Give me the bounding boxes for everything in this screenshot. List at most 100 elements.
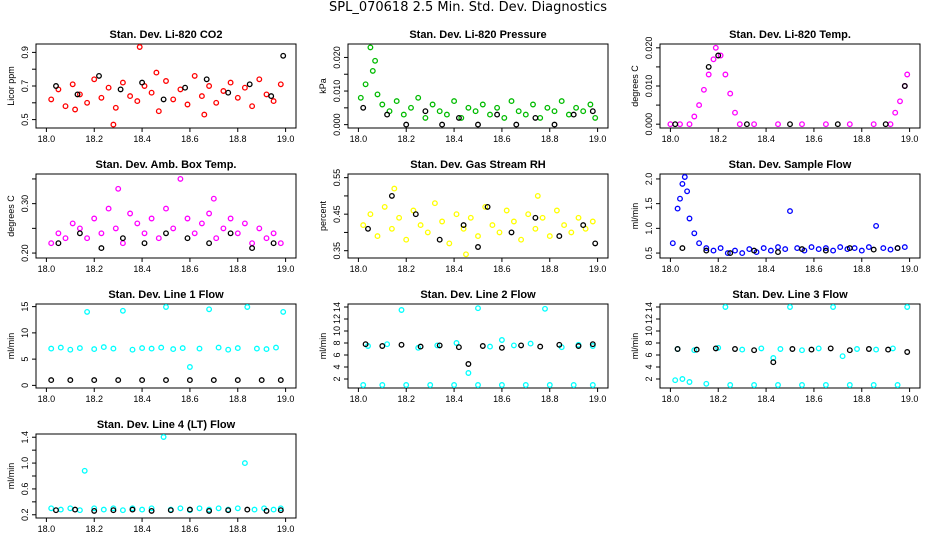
chart-panel-4: Stan. Dev. Amb. Box Temp. degrees C 18.0 18… — [6, 159, 297, 274]
data-point — [365, 225, 371, 232]
data-point — [882, 121, 889, 128]
x-tick-label: 18.4 — [757, 134, 775, 144]
data-point — [700, 86, 707, 93]
y-tick-label: 0.20 — [20, 244, 30, 262]
plot-frame — [659, 303, 921, 389]
data-point — [482, 203, 489, 210]
data-point — [775, 244, 781, 251]
data-point — [691, 230, 698, 237]
data-point — [830, 304, 837, 310]
data-point — [360, 104, 367, 111]
data-point — [182, 84, 189, 91]
data-point — [494, 111, 501, 118]
y-axis-label: degrees C — [630, 65, 640, 107]
data-point — [712, 345, 719, 352]
data-point — [489, 222, 496, 229]
data-point — [487, 111, 493, 118]
data-point — [834, 121, 841, 128]
data-point — [388, 192, 395, 199]
data-point — [424, 229, 431, 236]
x-tick-label: 18.4 — [133, 524, 151, 534]
x-tick-label: 18.4 — [757, 264, 775, 274]
data-point — [592, 240, 599, 247]
plot-frame — [35, 173, 297, 259]
data-point — [722, 304, 729, 310]
data-point — [184, 235, 191, 242]
data-point — [885, 346, 892, 353]
data-point — [815, 246, 822, 253]
data-point — [403, 382, 410, 388]
data-point — [758, 345, 765, 352]
data-point — [372, 57, 379, 64]
data-point — [210, 377, 217, 384]
x-tick-label: 18.2 — [709, 134, 727, 144]
data-point — [412, 211, 419, 218]
data-point — [141, 240, 148, 247]
data-point — [270, 98, 277, 105]
y-tick-label: 0.45 — [332, 205, 342, 223]
data-point — [203, 76, 210, 83]
data-point — [206, 507, 213, 514]
data-point — [177, 175, 184, 182]
data-point — [808, 244, 815, 251]
data-point — [696, 102, 703, 109]
plot-frame — [659, 173, 921, 259]
data-point — [403, 121, 410, 128]
data-point — [280, 308, 287, 315]
data-point — [472, 108, 479, 115]
x-tick-label: 18.0 — [38, 524, 56, 534]
data-point — [100, 506, 107, 513]
data-point — [198, 220, 205, 227]
chart-title: Stan. Dev. Line 1 Flow — [108, 289, 224, 301]
data-point — [160, 96, 167, 103]
data-point — [179, 345, 186, 352]
data-point — [148, 507, 155, 514]
y-tick-label: 12 — [332, 314, 342, 324]
data-point — [48, 505, 55, 512]
chart-title: Stan. Dev. Line 4 (LT) Flow — [97, 419, 236, 431]
data-point — [72, 506, 79, 513]
x-tick-label: 18.2 — [397, 134, 415, 144]
data-point — [417, 343, 424, 350]
chart-title: Stan. Dev. Line 3 Flow — [732, 289, 848, 301]
data-point — [508, 98, 515, 105]
data-point — [787, 304, 793, 310]
y-axis-label: ml/min — [630, 203, 640, 230]
data-point — [374, 91, 381, 98]
data-point — [256, 76, 263, 83]
data-point — [280, 52, 287, 59]
data-point — [894, 382, 901, 388]
data-point — [408, 104, 414, 111]
data-point — [139, 506, 146, 513]
y-tick-label: 0.010 — [644, 75, 654, 98]
data-point — [679, 376, 686, 382]
data-point — [746, 246, 753, 253]
x-tick-label: 18.6 — [493, 264, 511, 274]
data-point — [498, 382, 505, 388]
data-point — [191, 72, 198, 79]
data-point — [787, 208, 793, 215]
y-tick-label: 0.000 — [644, 113, 654, 136]
data-point — [672, 121, 679, 128]
x-tick-label: 18.0 — [350, 394, 368, 404]
plot-frame — [35, 303, 297, 389]
data-point — [246, 81, 253, 88]
data-point — [854, 346, 860, 352]
data-point — [674, 346, 681, 352]
x-tick-label: 18.6 — [181, 134, 199, 144]
data-point — [553, 207, 560, 214]
data-point — [439, 218, 446, 225]
data-point — [873, 222, 880, 229]
data-point — [858, 247, 865, 254]
data-point — [892, 109, 899, 116]
data-point — [808, 346, 815, 353]
data-point — [270, 506, 277, 513]
y-tick-label: 1.4 — [20, 431, 30, 444]
data-point — [57, 344, 64, 351]
data-point — [475, 244, 481, 250]
data-point — [84, 235, 91, 242]
y-tick-label: 6 — [644, 352, 654, 357]
data-point — [153, 69, 160, 76]
data-point — [589, 218, 596, 225]
data-point — [770, 359, 777, 366]
